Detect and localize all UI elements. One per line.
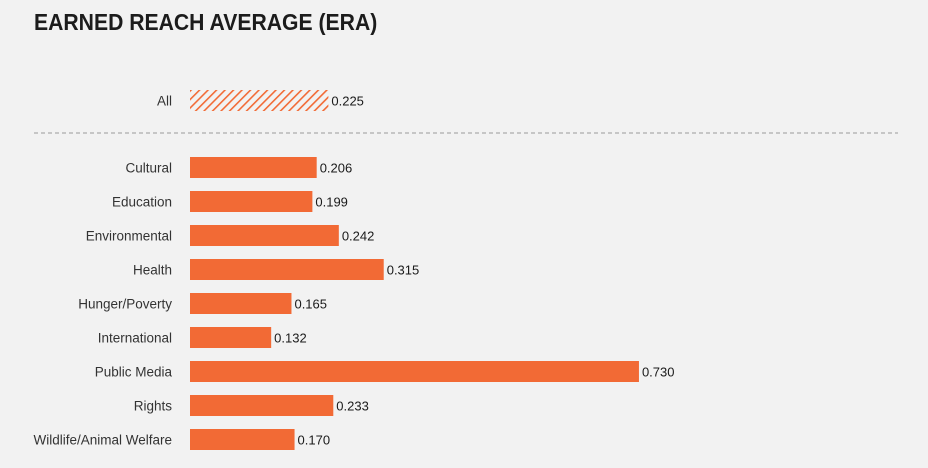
bar-wildlife-animal-welfare [190, 429, 295, 450]
bar-public-media [190, 361, 639, 382]
category-label-education: Education [112, 195, 172, 210]
value-label-education: 0.199 [315, 195, 348, 210]
value-label-health: 0.315 [387, 263, 420, 278]
value-label-rights: 0.233 [336, 399, 369, 414]
bar-environmental [190, 225, 339, 246]
category-label-environmental: Environmental [86, 229, 172, 244]
category-label-all: All [157, 94, 172, 109]
category-label-wildlife-animal-welfare: Wildlife/Animal Welfare [33, 433, 172, 448]
bar-cultural [190, 157, 317, 178]
value-label-environmental: 0.242 [342, 229, 375, 244]
category-label-health: Health [133, 263, 172, 278]
value-label-international: 0.132 [274, 331, 307, 346]
value-label-wildlife-animal-welfare: 0.170 [298, 433, 331, 448]
value-label-hunger-poverty: 0.165 [294, 297, 327, 312]
category-label-public-media: Public Media [95, 365, 173, 380]
category-label-cultural: Cultural [125, 161, 172, 176]
bar-international [190, 327, 272, 348]
bar-hunger-poverty [190, 293, 292, 314]
bar-health [190, 259, 384, 280]
bar-rights [190, 395, 334, 416]
value-label-all: 0.225 [331, 94, 364, 109]
value-label-public-media: 0.730 [642, 365, 675, 380]
value-label-cultural: 0.206 [320, 161, 353, 176]
chart-title: EARNED REACH AVERAGE (ERA) [34, 9, 378, 35]
category-label-hunger-poverty: Hunger/Poverty [78, 297, 172, 312]
category-label-rights: Rights [134, 399, 173, 414]
category-label-international: International [98, 331, 172, 346]
bar-all [190, 90, 329, 111]
bar-education [190, 191, 313, 212]
